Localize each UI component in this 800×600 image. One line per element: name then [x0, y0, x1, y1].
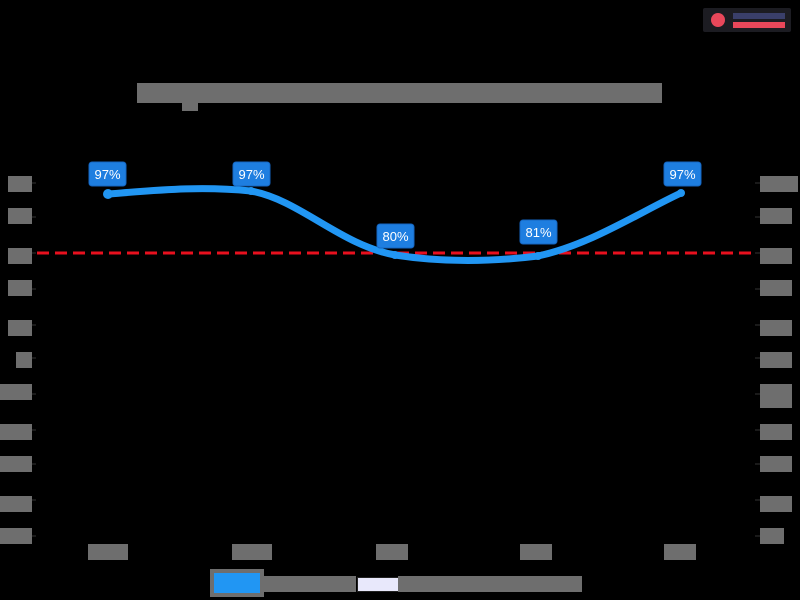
svg-text:97%: 97% [94, 167, 120, 182]
left-axis-label [0, 456, 32, 472]
data-point[interactable] [534, 252, 542, 260]
left-axis-label [8, 320, 32, 336]
right-axis-label [760, 320, 792, 336]
svg-text:81%: 81% [525, 225, 551, 240]
legend-swatch-reference[interactable] [357, 577, 399, 592]
left-axis-label [16, 352, 32, 368]
data-label: 81% [519, 219, 558, 245]
data-label: 80% [376, 223, 415, 249]
chart-title [137, 83, 662, 103]
data-point[interactable] [677, 189, 685, 197]
x-axis-label [520, 544, 552, 560]
svg-text:97%: 97% [669, 167, 695, 182]
left-axis-label [0, 496, 32, 512]
legend-label-series [264, 576, 356, 592]
right-axis-label [760, 176, 798, 192]
svg-text:80%: 80% [382, 229, 408, 244]
left-axis-label [8, 280, 32, 296]
legend-label-reference [398, 576, 582, 592]
data-point[interactable] [247, 187, 255, 195]
chart-title-descender [182, 103, 198, 111]
logo-text-line-2 [733, 22, 785, 28]
right-axis-label [760, 528, 784, 544]
data-point[interactable] [391, 251, 399, 259]
legend-swatch-series[interactable] [210, 569, 264, 597]
data-label: 97% [88, 161, 127, 187]
data-label: 97% [663, 161, 702, 187]
brand-logo [703, 8, 791, 32]
left-axis-label [8, 248, 32, 264]
right-axis-label [760, 208, 792, 224]
right-axis-label [760, 496, 792, 512]
x-axis-label [376, 544, 408, 560]
data-point[interactable] [103, 189, 113, 199]
logo-icon [711, 13, 725, 27]
right-axis-label [760, 456, 792, 472]
data-label: 97% [232, 161, 271, 187]
left-axis-label [0, 528, 32, 544]
right-axis-label [760, 424, 792, 440]
right-axis-label [760, 248, 792, 264]
x-axis-label [232, 544, 272, 560]
left-axis-label [0, 424, 32, 440]
svg-text:97%: 97% [238, 167, 264, 182]
x-axis-label [88, 544, 128, 560]
left-axis-label [8, 208, 32, 224]
left-axis-label [8, 176, 32, 192]
right-axis-label [760, 384, 792, 408]
logo-text-line-1 [733, 13, 785, 19]
right-axis-label [760, 352, 792, 368]
right-axis-label [760, 280, 792, 296]
left-axis-label [0, 384, 32, 400]
x-axis-label [664, 544, 696, 560]
